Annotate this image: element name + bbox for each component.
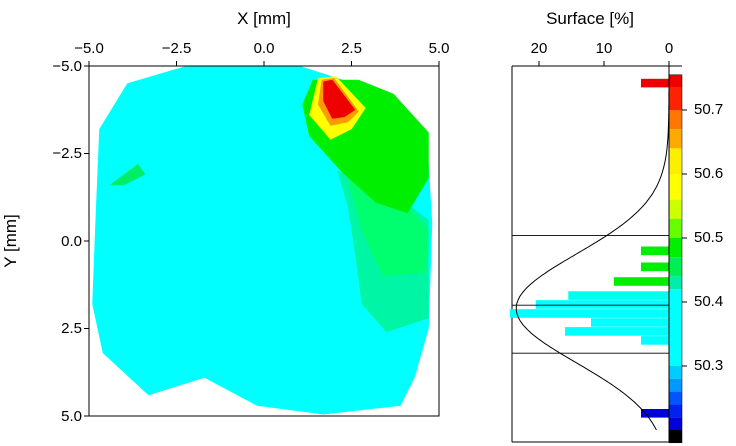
histogram-bar [568,291,670,300]
map-y-tick-labels: −5.0 −2.5 0.0 2.5 5.0 [52,58,82,425]
colorbar [668,74,683,444]
map-y-tick-label: 0.0 [61,233,82,250]
map-contour-regions [92,65,433,415]
histogram-tick-marks [538,61,670,66]
colorbar-tick-label: 50.6 [694,165,723,182]
colorbar-segment [669,218,682,238]
colorbar-segment [669,404,682,418]
map-x-tick-labels: −5.0 −2.5 0.0 2.5 5.0 [74,40,449,57]
contour-region-small-feature [109,163,146,186]
histogram-reference-lines [512,235,669,354]
gaussian-fit-curve [515,78,670,431]
colorbar-segment [669,276,682,290]
colorbar-segment [669,110,682,130]
colorbar-segment [669,74,682,88]
histogram-x-tick-label: 20 [531,40,548,57]
colorbar-segment [669,289,682,366]
map-x-tick-label: 2.5 [341,40,362,57]
map-y-tick-label: −5.0 [52,58,82,75]
colorbar-segment [669,238,682,258]
colorbar-tick-labels: 50.7 50.6 50.5 50.4 50.3 [694,101,723,374]
colorbar-segment [669,87,682,110]
colorbar-ticks [682,109,687,367]
histogram-bar [509,309,670,318]
colorbar-tick-label: 50.7 [694,101,723,118]
histogram-bars [509,78,670,418]
colorbar-segment [669,378,682,392]
colorbar-segment [669,257,682,277]
map-x-tick-label: 5.0 [429,40,450,57]
histogram-title: Surface [%] [546,9,634,28]
map-x-axis-title: X [mm] [237,9,291,28]
map-y-tick-label: 5.0 [61,408,82,425]
histogram-bar [641,78,669,88]
histogram-bar [641,409,669,418]
colorbar-segment [669,366,682,379]
colorbar-segment [669,430,682,443]
colorbar-segment [669,129,682,149]
colorbar-tick-label: 50.5 [694,229,723,246]
colorbar-segment [669,174,682,200]
histogram-panel: Surface [%] 20 10 0 50.7 50.6 50.5 50.4 … [509,9,723,444]
histogram-bar [591,318,669,327]
map-panel: X [mm] −5.0 −2.5 0.0 2.5 5.0 −5.0 −2.5 0… [1,9,449,425]
histogram-x-tick-label: 0 [665,40,673,57]
colorbar-segment [669,199,682,219]
colorbar-segment [669,148,682,174]
histogram-bar [565,327,669,336]
histogram-x-tick-label: 10 [596,40,613,57]
map-x-tick-label: 0.0 [254,40,275,57]
map-x-tick-label: −5.0 [74,40,104,57]
colorbar-segment [669,391,682,405]
map-x-tick-label: −2.5 [162,40,192,57]
map-y-tick-label: −2.5 [52,145,82,162]
histogram-bar [613,277,670,286]
histogram-bar [641,336,669,345]
map-tick-marks [84,61,440,417]
histogram-x-tick-labels: 20 10 0 [531,40,674,57]
colorbar-tick-label: 50.3 [694,357,723,374]
colorbar-tick-label: 50.4 [694,293,723,310]
contour-region-red [323,79,356,119]
map-y-tick-label: 2.5 [61,320,82,337]
histogram-bar [641,246,669,256]
histogram-bar [535,300,670,309]
map-y-axis-title: Y [mm] [1,214,20,268]
histogram-bar [641,262,669,272]
colorbar-segment [669,417,682,430]
